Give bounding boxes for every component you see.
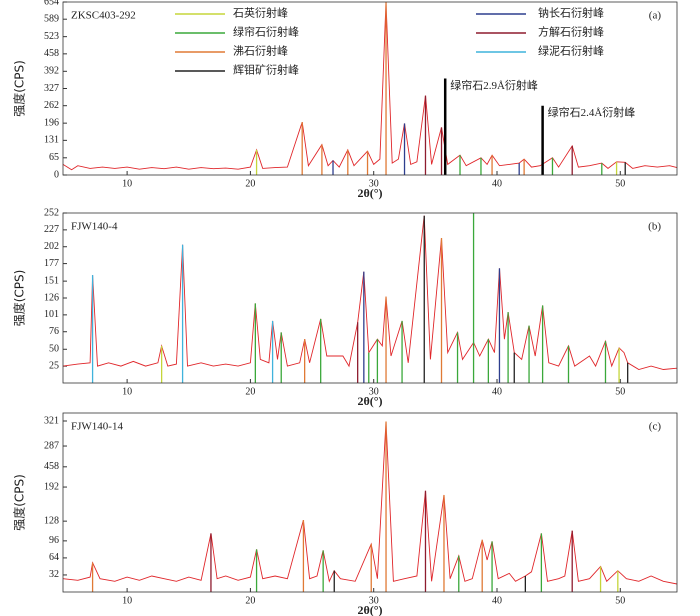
x-tick-label: 50 — [615, 386, 625, 397]
y-tick-label: 321 — [44, 415, 59, 426]
x-tick-label: 10 — [122, 178, 132, 189]
y-tick-label: 177 — [44, 258, 59, 269]
x-tick-label: 30 — [369, 386, 379, 397]
legend-label: 沸石衍射峰 — [233, 44, 288, 58]
y-tick-label: 0 — [54, 169, 59, 180]
y-tick-label: 192 — [44, 481, 59, 492]
xrd-trace — [62, 215, 678, 370]
legend-label: 钠长石衍射峰 — [538, 6, 604, 20]
x-tick-label: 30 — [369, 595, 379, 606]
legend-label: 绿泥石衍射峰 — [538, 44, 604, 58]
y-tick-label: 151 — [44, 275, 59, 286]
y-tick-label: 32 — [49, 569, 59, 580]
x-tick-label: 50 — [615, 178, 625, 189]
y-tick-label: 287 — [44, 440, 59, 451]
y-tick-label: 252 — [44, 207, 59, 218]
y-tick-label: 131 — [44, 135, 59, 146]
x-tick-label: 40 — [492, 178, 502, 189]
x-tick-label: 40 — [492, 595, 502, 606]
y-tick-label: 126 — [44, 292, 59, 303]
x-axis-title: 2θ(°) — [357, 186, 382, 200]
x-tick-label: 30 — [369, 178, 379, 189]
y-tick-label: 327 — [44, 83, 59, 94]
legend-label: 方解石衍射峰 — [538, 25, 604, 39]
y-tick-label: 64 — [49, 552, 59, 563]
y-tick-label: 101 — [44, 309, 59, 320]
x-tick-label: 10 — [122, 386, 132, 397]
xrd-trace — [62, 1, 678, 171]
xrd-trace — [62, 421, 678, 585]
annotation: 绿帘石2.9Å衍射峰 — [450, 78, 538, 92]
y-tick-label: 654 — [44, 0, 59, 7]
y-tick-label: 458 — [44, 461, 59, 472]
x-tick-label: 20 — [245, 595, 255, 606]
y-tick-label: 50 — [49, 344, 59, 355]
y-tick-label: 227 — [44, 224, 59, 235]
sample-name: FJW140-14 — [71, 421, 123, 433]
x-tick-label: 20 — [245, 178, 255, 189]
y-axis-title: 强度(CPS) — [12, 270, 27, 327]
y-tick-label: 65 — [49, 152, 59, 163]
x-axis-title: 2θ(°) — [357, 394, 382, 408]
y-tick-label: 76 — [49, 326, 59, 337]
x-axis-title: 2θ(°) — [357, 603, 382, 616]
panel-label: (b) — [648, 221, 661, 233]
y-tick-label: 458 — [44, 48, 59, 59]
y-tick-label: 392 — [44, 66, 59, 77]
panel-label: (a) — [649, 10, 662, 22]
panel-label: (c) — [649, 421, 662, 433]
legend-label: 石英衍射峰 — [233, 6, 288, 20]
y-axis-title: 强度(CPS) — [12, 474, 27, 531]
y-tick-label: 128 — [44, 515, 59, 526]
y-tick-label: 202 — [44, 241, 59, 252]
legend-label: 辉钼矿衍射峰 — [233, 63, 299, 77]
x-tick-label: 20 — [245, 386, 255, 397]
legend-label: 绿帘石衍射峰 — [233, 25, 299, 39]
plot-frame — [62, 412, 678, 593]
y-tick-label: 25 — [49, 360, 59, 371]
y-tick-label: 523 — [44, 31, 59, 42]
x-tick-label: 50 — [615, 595, 625, 606]
y-tick-label: 262 — [44, 100, 59, 111]
x-tick-label: 10 — [122, 595, 132, 606]
annotation: 绿帘石2.4Å衍射峰 — [548, 105, 636, 119]
y-tick-label: 96 — [49, 535, 59, 546]
y-tick-label: 589 — [44, 13, 59, 24]
x-tick-label: 40 — [492, 386, 502, 397]
plot-frame — [62, 1, 678, 176]
sample-name: FJW140-4 — [71, 221, 118, 233]
y-tick-label: 196 — [44, 117, 59, 128]
plot-frame — [62, 212, 678, 384]
y-axis-title: 强度(CPS) — [12, 60, 27, 117]
sample-name: ZKSC403-292 — [71, 10, 136, 22]
